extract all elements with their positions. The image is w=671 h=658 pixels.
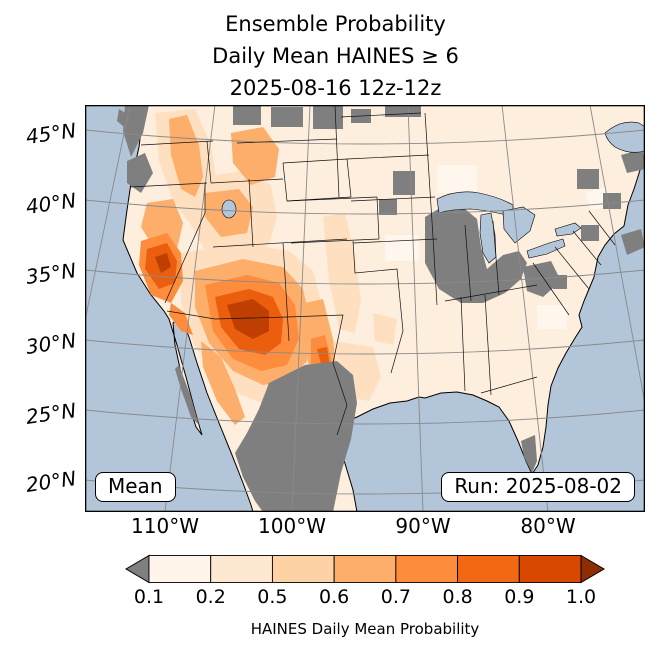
cbar-tick-0.5: 0.5: [257, 586, 288, 608]
cbar-tick-0.9: 0.9: [504, 586, 535, 608]
figure-title: Ensemble Probability Daily Mean HAINES ≥…: [0, 8, 671, 104]
lat-label-30n: 30°N: [24, 328, 78, 359]
gulf-st-lawrence: [604, 121, 645, 153]
title-line-2: Daily Mean HAINES ≥ 6: [212, 44, 459, 68]
map-canvas: [85, 105, 645, 512]
lakes-layer: [221, 121, 645, 264]
colorbar-seg-5: [395, 555, 459, 583]
lake-erie: [526, 238, 566, 259]
lon-label-100w: 100°W: [258, 514, 326, 538]
colorbar-label: HAINES Daily Mean Probability: [250, 620, 480, 638]
colorbar-under-arrow: [125, 554, 150, 584]
cbar-tick-0.2: 0.2: [195, 586, 226, 608]
map-axes: Mean Run: 2025-08-02: [85, 105, 645, 512]
prob-extreme: [155, 253, 269, 339]
map-frame: [85, 105, 645, 512]
title-line-1: Ensemble Probability: [225, 12, 446, 36]
colorbar-seg-2: [210, 555, 273, 583]
colorbar-seg-1: [148, 555, 212, 583]
cbar-tick-0.8: 0.8: [442, 586, 473, 608]
lat-label-20n: 20°N: [24, 466, 78, 497]
colorbar-seg-3: [271, 555, 335, 583]
colorbar-seg-7: [518, 555, 582, 583]
borders-layer: [129, 105, 616, 436]
lat-label-35n: 35°N: [24, 258, 78, 289]
great-salt-lake: [221, 199, 237, 219]
mask-layer: [117, 105, 645, 512]
lon-label-90w: 90°W: [395, 514, 451, 538]
cbar-tick-1.0: 1.0: [565, 586, 597, 608]
lat-label-25n: 25°N: [24, 398, 78, 429]
title-line-3: 2025-08-16 12z-12z: [229, 76, 442, 100]
cbar-tick-0.1: 0.1: [133, 586, 165, 608]
lat-label-40n: 40°N: [24, 188, 78, 219]
gridlines-layer: [85, 105, 645, 512]
lake-huron: [502, 206, 536, 244]
lon-label-110w: 110°W: [131, 514, 199, 538]
colorbar: [125, 554, 605, 588]
lon-label-80w: 80°W: [520, 514, 576, 538]
cbar-tick-0.6: 0.6: [318, 586, 350, 608]
lake-ontario: [554, 222, 582, 237]
cbar-tick-0.7: 0.7: [380, 586, 411, 608]
lake-michigan: [479, 212, 497, 264]
colorbar-seg-4: [333, 555, 397, 583]
run-badge: Run: 2025-08-02: [441, 472, 635, 502]
lat-label-45n: 45°N: [24, 118, 78, 149]
colorbar-seg-6: [457, 555, 520, 583]
colorbar-over-arrow: [580, 554, 605, 584]
mean-badge: Mean: [95, 472, 176, 502]
